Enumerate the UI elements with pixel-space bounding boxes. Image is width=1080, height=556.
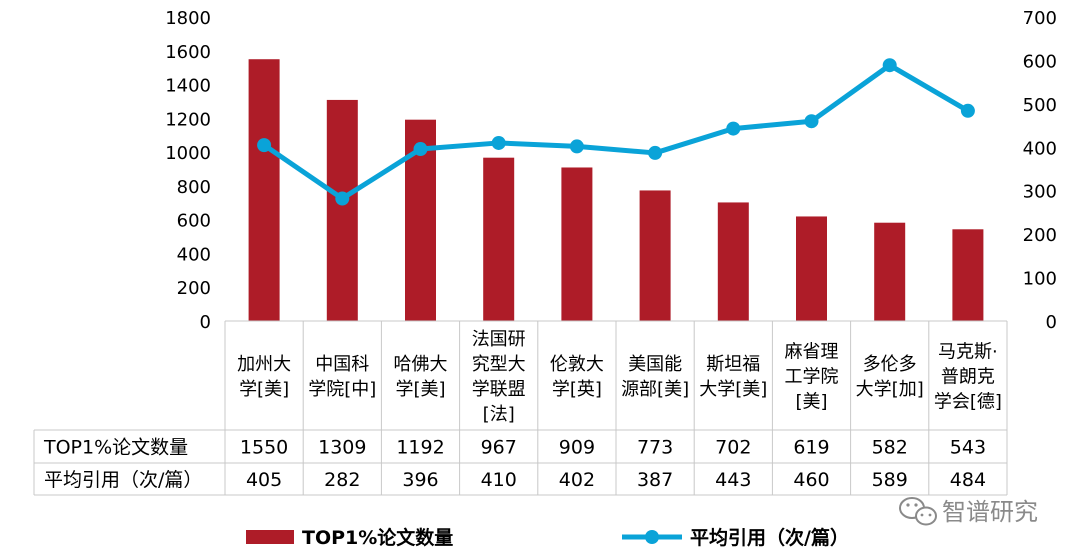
bar [483,157,515,321]
bar [717,202,749,321]
bar-series [248,59,984,322]
table-cell: 387 [637,469,673,491]
data-table: 加州大学[美] 中国科学院[中] 哈佛大学[美] 法国研究型大学联盟[法] 伦敦大学[英… [33,320,1008,496]
left-axis-tick-label: 0 [200,312,211,333]
right-axis-tick-label: 700 [1023,8,1057,29]
table-cell: 460 [793,469,829,491]
right-axis-tick-label: 0 [1046,312,1057,333]
watermark: 智谱研究 [899,497,1038,526]
table-cell: 484 [950,469,986,491]
legend: TOP1%论文数量 平均引用（次/篇） [246,526,849,549]
line-point [257,138,272,153]
table-cell: 402 [559,469,595,491]
table-cell: 589 [872,469,908,491]
table-cell: 1192 [396,437,444,459]
right-axis-tick-label: 500 [1023,95,1057,116]
table-cell: 410 [481,469,517,491]
right-axis-tick-label: 600 [1023,51,1057,72]
category-label: 法国研究型大学联盟[法] [472,329,526,425]
line-point [491,135,506,150]
right-axis-tick-label: 100 [1023,269,1057,290]
bar [248,59,280,321]
line-point [648,145,663,160]
table-cell: 443 [715,469,751,491]
bar [874,222,906,321]
category-label: 多伦多大学[加] [856,354,924,400]
series-line [262,62,970,202]
legend-label: TOP1%论文数量 [302,526,453,549]
category-label: 马克斯·普朗克学会[德] [934,342,1002,413]
right-axis-tick-label: 400 [1023,138,1057,159]
right-axis-tick-label: 300 [1023,182,1057,203]
line-point [960,103,975,118]
table-cell: 619 [793,437,829,459]
table-cell: 967 [481,437,517,459]
left-axis-tick-label: 1400 [165,76,211,97]
left-axis-tick-label: 1000 [165,143,211,164]
bar [796,216,827,321]
left-axis-tick-label: 800 [177,177,211,198]
line-point [804,114,819,129]
category-label: 斯坦福大学[美] [699,354,767,400]
category-label: 哈佛大学[美] [394,354,448,400]
table-cell: 282 [324,469,360,491]
table-row-header: TOP1%论文数量 [43,437,188,459]
left-axis: 0 200 400 600 800 1000 1200 1400 1600 1800 [165,8,211,333]
line-series [257,58,975,206]
left-axis-tick-label: 400 [177,244,211,265]
line-point [413,142,428,157]
table-cell: 1550 [240,437,288,459]
right-axis: 0 100 200 300 400 500 600 700 [1023,8,1057,333]
legend-line-marker [645,530,659,544]
line-point [569,139,584,154]
bar [952,229,984,321]
table-cell: 543 [950,437,986,459]
left-axis-tick-label: 1200 [165,109,211,130]
watermark-text: 智谱研究 [942,498,1038,526]
bar [326,99,358,322]
right-axis-tick-label: 200 [1023,225,1057,246]
table-cell: 702 [715,437,751,459]
bar [639,190,671,321]
legend-label: 平均引用（次/篇） [690,526,849,549]
table-cell: 1309 [318,437,366,459]
wechat-icon [899,497,937,526]
table-cell: 396 [402,469,438,491]
category-label: 伦敦大学[英] [550,354,604,400]
table-cell: 405 [246,469,282,491]
table-cell: 582 [872,437,908,459]
legend-bar-swatch [246,530,294,544]
bar [561,167,593,321]
line-point [335,191,350,206]
category-label: 美国能源部[美] [621,354,689,400]
left-axis-tick-label: 200 [177,278,211,299]
left-axis-tick-label: 600 [177,211,211,232]
category-label: 中国科学院[中] [308,354,376,400]
category-label: 加州大学[美] [237,354,291,400]
line-point [726,121,741,136]
table-row-header: 平均引用（次/篇） [44,469,202,491]
line-point [882,58,897,73]
table-cell: 773 [637,437,673,459]
category-label: 麻省理工学院[美] [785,342,839,413]
table-cell: 909 [559,437,595,459]
left-axis-tick-label: 1600 [165,42,211,63]
left-axis-tick-label: 1800 [165,8,211,29]
